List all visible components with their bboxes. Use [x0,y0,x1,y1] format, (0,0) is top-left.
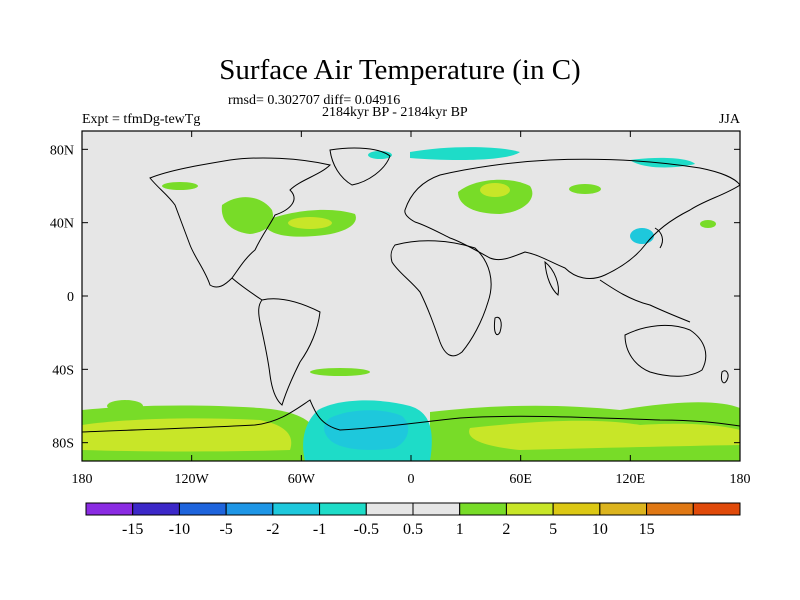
coast-eurasia [404,158,740,279]
anomaly-arctic-cool [410,147,520,160]
coast-south-america [258,298,321,406]
anomaly-fields [82,147,740,461]
colorbar-label: -10 [169,521,190,538]
x-tick-label: 120W [175,472,210,487]
coast-new-zealand [721,370,729,384]
colorbar-label: 10 [592,521,608,538]
x-tick-label: 180 [730,472,751,487]
colorbar-label: 15 [639,521,655,538]
axis-ticks: 180 120W 60W 0 60E 120E 180 80N 40N 0 40S 80S [50,131,751,487]
coast-japan [654,227,663,249]
colorbar-label: -15 [122,521,143,538]
y-tick-label: 0 [67,290,74,305]
anomaly-weddell-core [324,410,409,450]
anomaly-patch-alaska [162,182,198,190]
coast-antarctica [82,399,740,433]
x-tick-label: 120E [616,472,646,487]
anomaly-antarctica-west-core [82,418,292,452]
anomaly-atlantic-core [288,217,332,229]
coastlines [82,147,740,433]
anomaly-patch-pacific [700,220,716,228]
season-label: JJA [718,112,740,127]
coast-madagascar [494,316,502,336]
coast-central-america [231,277,263,301]
anomaly-patch-south-atlantic [310,368,370,376]
map-title: Surface Air Temperature (in C) [219,54,581,86]
colorbar-label: 5 [549,521,557,538]
stats-line: rmsd= 0.302707 diff= 0.04916 [228,93,401,108]
colorbar-swatch [225,502,274,516]
colorbar-swatch [459,502,507,516]
colorbar-label: 2 [502,521,510,538]
colorbar-swatch [505,502,554,516]
colorbar-swatch [646,502,694,516]
y-tick-label: 40N [50,217,74,232]
x-tick-label: 0 [408,472,415,487]
colorbar-label: -5 [219,521,232,538]
anomaly-east-asia-cool [630,228,654,244]
colorbar-label: -1 [313,521,326,538]
colorbar-label: -0.5 [354,521,379,538]
y-tick-label: 80N [50,143,74,158]
colorbar-swatch [552,502,601,516]
colorbar-swatch [412,502,461,516]
subtitle: 2184kyr BP - 2184kyr BP [322,105,468,120]
anomaly-patch-siberia [569,184,601,194]
y-tick-label: 80S [52,437,74,452]
colorbar-swatch [319,502,367,516]
coast-southeast-asia [599,279,691,323]
coast-india [544,260,559,296]
anomaly-north-america [221,197,274,234]
colorbar-label: -2 [266,521,279,538]
coast-north-america [149,157,331,288]
colorbar-swatch [599,502,648,516]
anomaly-patch-south-pacific [107,400,143,412]
colorbar-label: 0.5 [403,521,423,538]
colorbar-swatch [272,502,321,516]
experiment-label: Expt = tfmDg-tewTg [82,112,201,127]
coast-greenland [329,147,391,186]
colorbar-swatch [692,502,741,516]
x-tick-label: 180 [72,472,93,487]
x-tick-label: 60E [509,472,532,487]
colorbar-swatch [85,502,134,516]
colorbar-swatch [178,502,227,516]
colorbar: -15 -10 -5 -2 -1 -0.5 0.5 1 2 5 10 15 [85,502,741,538]
colorbar-swatch [365,502,414,516]
x-tick-label: 60W [288,472,316,487]
colorbar-swatch [132,502,180,516]
anomaly-eurasia-core [480,183,510,197]
coast-australia [624,325,707,377]
coast-africa [390,240,492,357]
colorbar-label: 1 [456,521,464,538]
y-tick-label: 40S [52,363,74,378]
anomaly-antarctica-east-core [469,420,740,450]
